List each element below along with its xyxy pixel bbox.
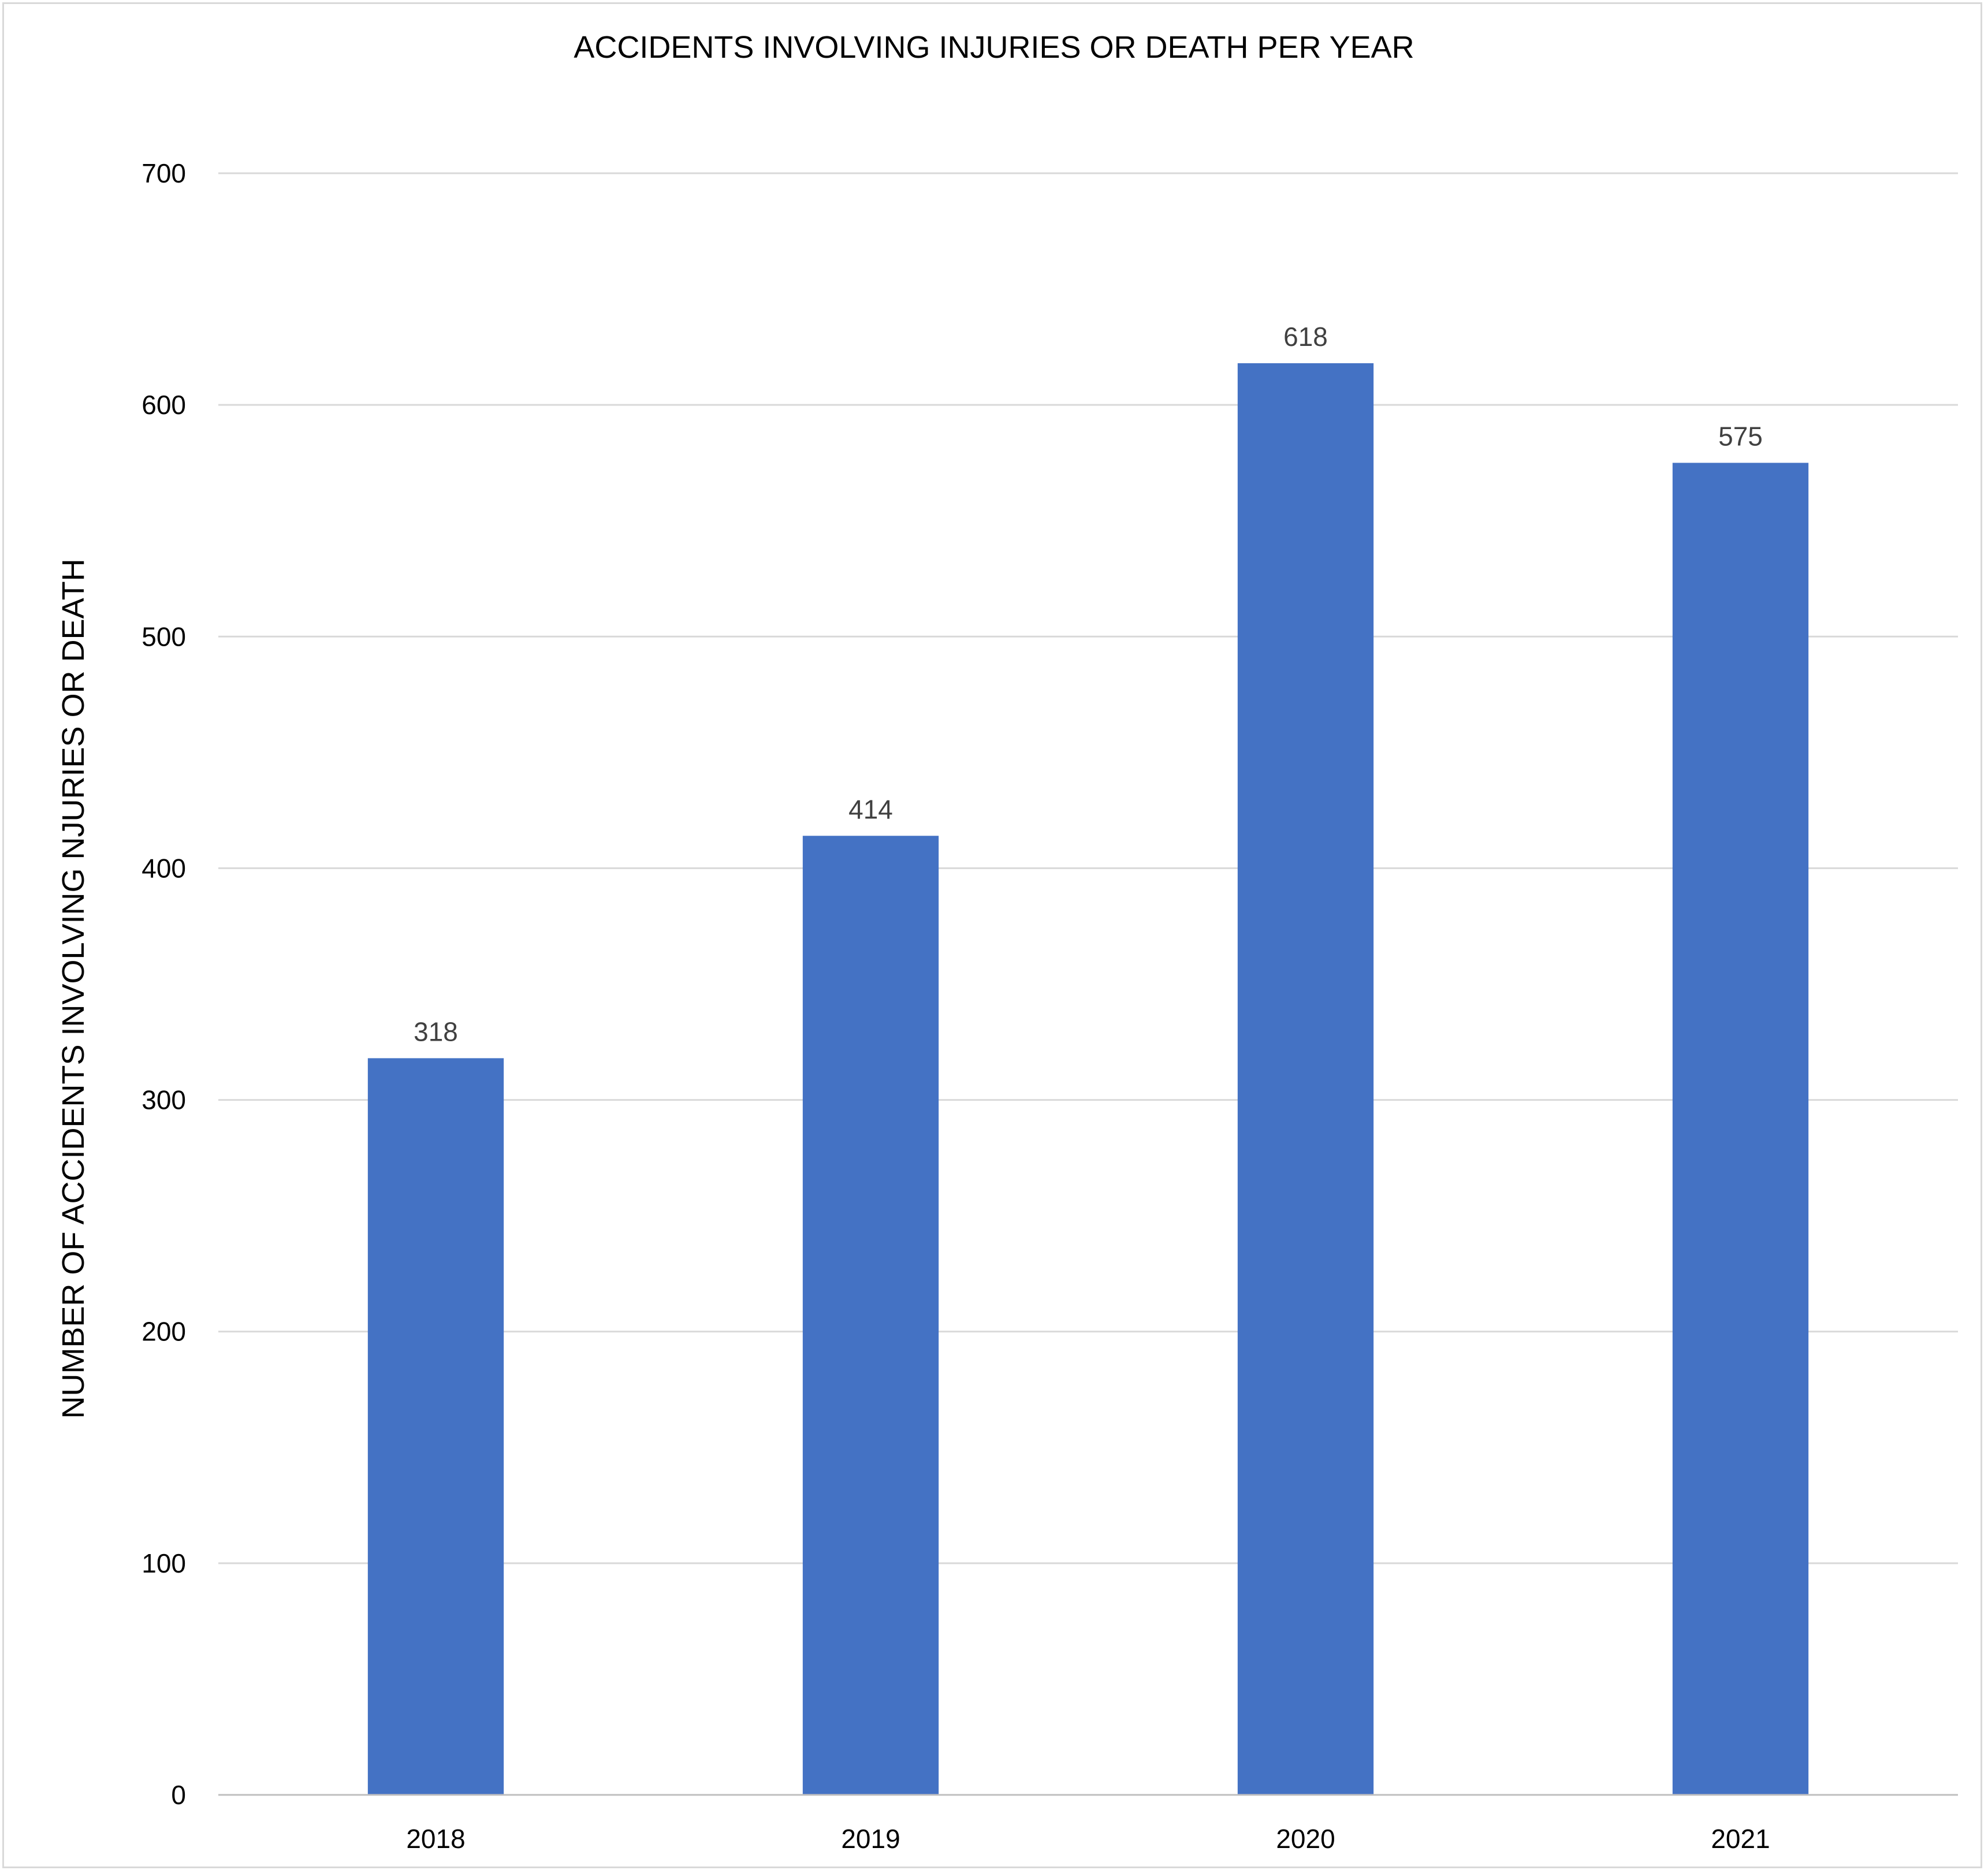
y-tick-label-400: 400 (142, 853, 186, 883)
x-tick-label-2018: 2018 (406, 1824, 465, 1854)
bar-2021 (1672, 463, 1809, 1795)
y-tick-label-300: 300 (142, 1085, 186, 1115)
bars (367, 363, 1809, 1795)
y-tick-label-500: 500 (142, 621, 186, 651)
y-tick-label-600: 600 (142, 390, 186, 420)
x-tick-label-2019: 2019 (841, 1824, 900, 1854)
x-tick-label-2021: 2021 (1711, 1824, 1770, 1854)
x-tick-labels: 2018 2019 2020 2021 (406, 1824, 1770, 1854)
y-tick-label-200: 200 (142, 1317, 186, 1347)
y-tick-labels: 0 100 200 300 400 500 600 700 (142, 158, 186, 1810)
chart-title: ACCIDENTS INVOLVING INJURIES OR DEATH PE… (574, 30, 1414, 65)
data-label-2021: 575 (1718, 421, 1763, 451)
y-axis-label: NUMBER OF ACCIDENTS INVOLVING NJURIES OR… (56, 558, 91, 1418)
gridlines (218, 172, 1958, 1564)
bar-2019 (802, 836, 939, 1795)
data-label-2019: 414 (848, 794, 893, 824)
y-tick-label-700: 700 (142, 158, 186, 188)
bar-2018 (367, 1058, 504, 1795)
data-labels: 318 414 618 575 (414, 322, 1763, 1046)
bar-2020 (1237, 363, 1374, 1795)
data-label-2018: 318 (414, 1016, 458, 1046)
y-tick-label-0: 0 (171, 1780, 186, 1810)
y-tick-label-100: 100 (142, 1548, 186, 1578)
data-label-2020: 618 (1283, 322, 1328, 352)
x-tick-label-2020: 2020 (1276, 1824, 1335, 1854)
